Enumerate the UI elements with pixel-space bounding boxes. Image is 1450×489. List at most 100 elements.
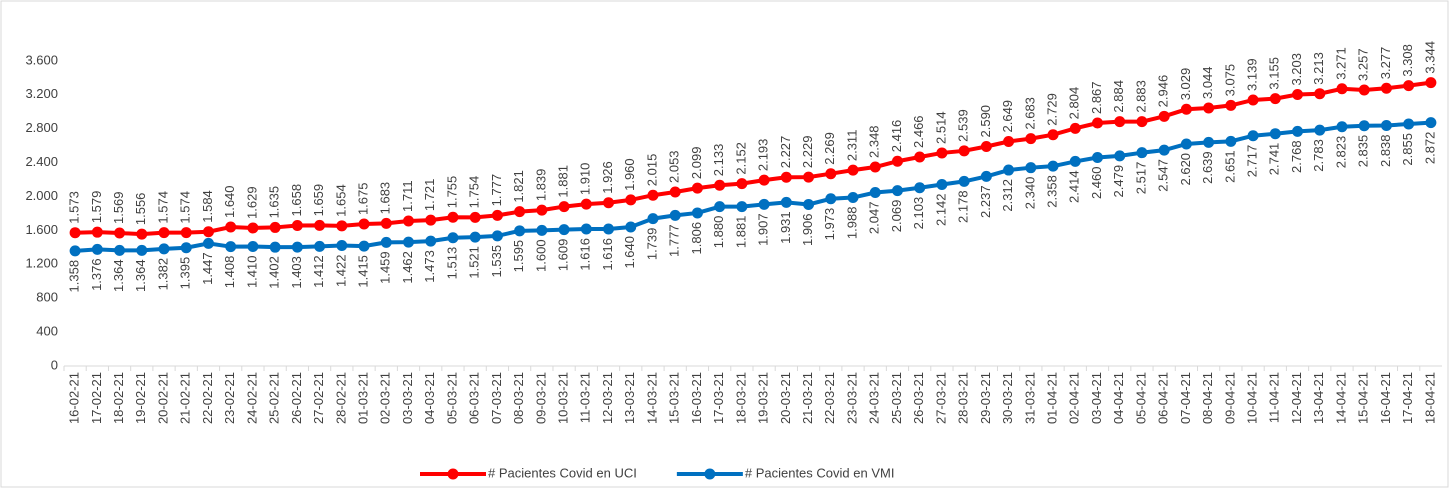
y-tick-label: 2.800: [25, 120, 58, 135]
data-point: [1114, 116, 1126, 128]
data-label: 2.804: [1067, 87, 1082, 120]
data-label: 1.658: [289, 184, 304, 217]
data-point: [1180, 138, 1192, 150]
x-tick-label: 24-03-21: [867, 372, 882, 424]
x-tick-label: 11-03-21: [578, 372, 593, 423]
data-point: [1314, 88, 1326, 100]
data-point: [625, 194, 637, 206]
data-point: [1158, 110, 1170, 122]
data-label: 2.348: [867, 125, 882, 158]
data-label: 2.872: [1422, 132, 1437, 165]
y-tick-label: 1.200: [25, 256, 58, 271]
data-label: 2.133: [711, 144, 726, 177]
data-label: 1.364: [111, 259, 126, 292]
x-tick-label: 04-04-21: [1111, 372, 1126, 424]
data-label: 1.574: [178, 191, 193, 224]
data-label: 2.547: [1156, 159, 1171, 192]
x-tick-label: 05-04-21: [1133, 372, 1148, 424]
data-label: 1.609: [556, 239, 571, 272]
data-label: 2.514: [933, 111, 948, 144]
data-point: [1380, 119, 1392, 131]
data-label: 3.308: [1400, 44, 1415, 77]
x-tick-label: 23-02-21: [222, 372, 237, 424]
data-point: [647, 213, 659, 225]
x-tick-label: 03-03-21: [400, 372, 415, 424]
y-tick-label: 2.400: [25, 154, 58, 169]
data-label: 1.447: [200, 252, 215, 285]
x-tick-label: 09-03-21: [533, 372, 548, 424]
data-label: 2.229: [800, 136, 815, 169]
data-point: [1092, 117, 1103, 129]
data-label: 1.629: [244, 186, 259, 219]
data-point: [91, 226, 103, 238]
data-point: [1292, 125, 1304, 137]
x-tick-label: 17-03-21: [711, 372, 726, 424]
data-point: [336, 220, 348, 232]
data-point: [91, 243, 103, 255]
data-point: [1225, 135, 1237, 147]
x-tick-label: 16-02-21: [67, 372, 82, 424]
data-label: 1.739: [644, 228, 659, 261]
data-point: [847, 192, 859, 204]
data-point: [958, 145, 970, 157]
data-point: [580, 223, 592, 235]
data-label: 3.139: [1245, 58, 1260, 91]
data-point: [758, 198, 770, 210]
data-point: [1358, 120, 1370, 132]
data-label: 1.777: [667, 224, 682, 257]
data-label: 1.574: [155, 191, 170, 224]
data-label: 1.839: [533, 169, 548, 202]
x-tick-label: 02-03-21: [378, 372, 393, 424]
data-point: [1136, 147, 1148, 159]
x-tick-label: 07-03-21: [489, 372, 504, 424]
data-label: 1.777: [489, 174, 504, 207]
data-label: 2.855: [1400, 133, 1415, 166]
data-label: 2.047: [867, 202, 882, 235]
data-point: [891, 155, 903, 167]
data-label: 1.410: [244, 256, 259, 289]
x-tick-label: 27-02-21: [311, 372, 326, 424]
x-tick-label: 31-03-21: [1022, 372, 1037, 424]
data-point: [914, 182, 926, 194]
data-label: 2.639: [1200, 151, 1215, 184]
data-label: 3.213: [1311, 52, 1326, 85]
data-point: [1380, 82, 1392, 94]
data-point: [1203, 102, 1215, 114]
data-label: 1.755: [444, 176, 459, 209]
data-label: 2.178: [956, 190, 971, 223]
data-label: 1.579: [89, 191, 104, 224]
data-label: 2.142: [933, 193, 948, 226]
x-tick-label: 28-02-21: [333, 372, 348, 424]
data-point: [1047, 129, 1059, 141]
data-label: 2.269: [822, 132, 837, 165]
data-label: 2.312: [1000, 179, 1015, 212]
x-tick-label: 16-03-21: [689, 372, 704, 424]
data-label: 1.721: [422, 179, 437, 212]
legend-label: # Pacientes Covid en UCI: [488, 465, 637, 480]
x-tick-label: 15-03-21: [667, 372, 682, 424]
data-point: [714, 179, 726, 191]
data-label: 2.152: [733, 142, 748, 175]
data-label: 3.155: [1267, 57, 1282, 90]
data-label: 1.473: [422, 250, 437, 283]
data-label: 2.015: [644, 154, 659, 187]
data-point: [425, 235, 437, 247]
data-label: 2.103: [911, 197, 926, 230]
data-label: 2.479: [1111, 165, 1126, 198]
x-tick-label: 06-04-21: [1156, 372, 1171, 424]
x-tick-label: 11-04-21: [1267, 372, 1282, 423]
data-label: 2.768: [1289, 140, 1304, 173]
data-point: [469, 231, 481, 243]
x-tick-label: 12-04-21: [1289, 372, 1304, 424]
data-point: [1336, 121, 1348, 133]
data-label: 2.340: [1022, 177, 1037, 210]
data-point: [358, 218, 370, 230]
data-point: [314, 240, 326, 252]
data-label: 1.408: [222, 256, 237, 289]
x-tick-label: 29-03-21: [978, 372, 993, 424]
data-point: [447, 232, 459, 244]
x-tick-label: 15-04-21: [1356, 372, 1371, 424]
y-tick-label: 3.600: [25, 52, 58, 67]
x-tick-label: 02-04-21: [1067, 372, 1082, 424]
